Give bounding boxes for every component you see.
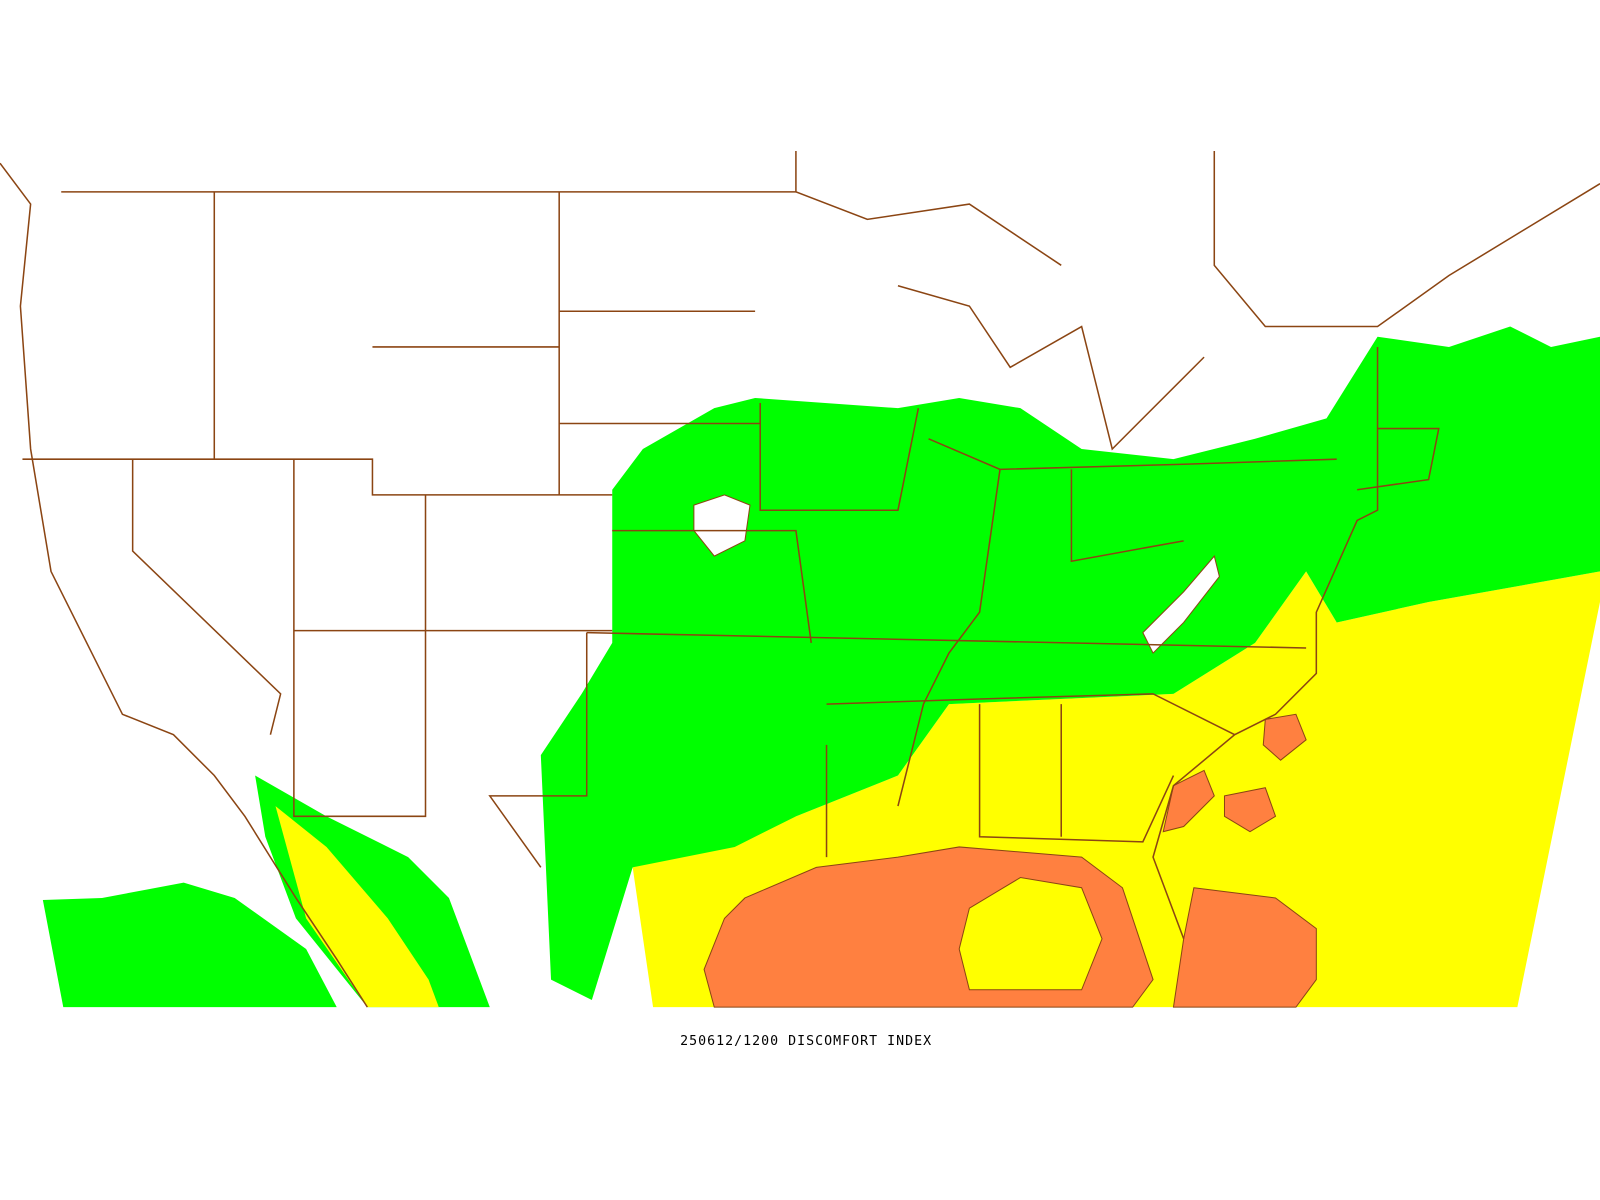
border xyxy=(1070,469,1184,563)
border xyxy=(826,693,1236,736)
border xyxy=(293,459,427,818)
green-zone xyxy=(540,326,1600,1000)
border xyxy=(795,151,1062,266)
coastline xyxy=(0,162,368,1008)
border xyxy=(1357,427,1440,491)
border xyxy=(22,458,613,496)
border xyxy=(612,529,812,643)
orange-zone xyxy=(1223,787,1277,833)
border xyxy=(586,631,1307,649)
border xyxy=(131,459,282,735)
white-gap xyxy=(1142,555,1220,654)
border xyxy=(1213,151,1600,328)
boundaries xyxy=(0,151,1600,1008)
orange-zone xyxy=(1172,887,1317,1008)
yellow-zone xyxy=(958,877,1103,991)
orange-zone xyxy=(1162,769,1215,833)
border xyxy=(488,632,588,868)
orange-zone xyxy=(1262,713,1307,761)
map-caption: 250612/1200 DISCOMFORT INDEX xyxy=(680,1034,932,1049)
green-zone xyxy=(42,882,337,1008)
border xyxy=(897,284,1205,451)
border xyxy=(1152,346,1379,940)
green-zone xyxy=(255,775,490,1008)
border xyxy=(759,403,920,511)
border xyxy=(978,704,1175,843)
yellow-zone xyxy=(275,806,439,1008)
border xyxy=(999,458,1337,471)
border xyxy=(897,438,1001,807)
discomfort-zones xyxy=(42,326,1600,1008)
